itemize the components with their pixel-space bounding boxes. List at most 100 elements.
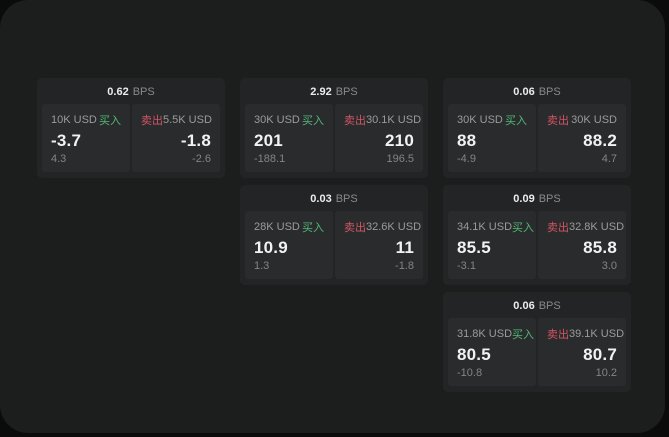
buy-price: 80.5: [457, 345, 491, 364]
quote-card: 0.09 BPS 34.1K USD 买入 85.5 -3.1 卖出 32.8K…: [443, 185, 631, 285]
buy-price: 88: [457, 131, 477, 150]
buy-panel-top: 30K USD 买入: [457, 112, 527, 128]
sell-tag: 卖出: [344, 222, 366, 234]
quote-cards-grid: 0.62 BPS 10K USD 买入 -3.7 4.3 卖出 5.5K USD…: [37, 78, 631, 392]
bps-value: 0.62: [107, 85, 129, 98]
sell-delta: 3.0: [601, 260, 617, 272]
bps-value: 0.03: [310, 192, 332, 205]
card-header: 0.06 BPS: [443, 292, 631, 316]
sell-tag: 卖出: [547, 115, 569, 127]
sell-price: -1.8: [180, 131, 211, 150]
sell-delta: 4.7: [601, 153, 617, 165]
quote-card: 0.62 BPS 10K USD 买入 -3.7 4.3 卖出 5.5K USD…: [37, 78, 225, 178]
sell-price: 80.7: [583, 345, 617, 364]
price-panels: 10K USD 买入 -3.7 4.3 卖出 5.5K USD -1.8 -2.…: [37, 102, 225, 178]
sell-price: 11: [395, 238, 414, 257]
sell-panel[interactable]: 卖出 32.6K USD 11 -1.8: [335, 211, 423, 279]
sell-tag: 卖出: [141, 115, 163, 127]
buy-panel-top: 31.8K USD 买入: [457, 326, 534, 342]
bps-unit: BPS: [538, 299, 561, 312]
price-panels: 28K USD 买入 10.9 1.3 卖出 32.6K USD 11 -1.8: [240, 209, 428, 285]
sell-panel-top: 卖出 39.1K USD: [547, 326, 624, 342]
buy-tag: 买入: [512, 222, 535, 234]
buy-amount-label: 28K USD: [254, 221, 300, 233]
sell-amount-label: 32.8K USD: [569, 221, 625, 233]
sell-amount-label: 39.1K USD: [569, 328, 625, 340]
buy-panel[interactable]: 30K USD 买入 201 -188.1: [245, 104, 333, 172]
quote-card: 0.03 BPS 28K USD 买入 10.9 1.3 卖出 32.6K US…: [240, 185, 428, 285]
price-panels: 30K USD 买入 201 -188.1 卖出 30.1K USD 210 1…: [240, 102, 428, 178]
buy-delta: -10.8: [457, 367, 483, 379]
sell-panel[interactable]: 卖出 32.8K USD 85.8 3.0: [538, 211, 626, 279]
price-panels: 31.8K USD 买入 80.5 -10.8 卖出 39.1K USD 80.…: [443, 316, 631, 392]
sell-panel[interactable]: 卖出 5.5K USD -1.8 -2.6: [132, 104, 220, 172]
quote-card: 2.92 BPS 30K USD 买入 201 -188.1 卖出 30.1K …: [240, 78, 428, 178]
buy-panel-top: 10K USD 买入: [51, 112, 121, 128]
bps-value: 0.09: [513, 192, 535, 205]
sell-panel-top: 卖出 5.5K USD: [141, 112, 212, 128]
buy-delta: 1.3: [254, 260, 270, 272]
sell-panel[interactable]: 卖出 30K USD 88.2 4.7: [538, 104, 626, 172]
buy-panel[interactable]: 30K USD 买入 88 -4.9: [448, 104, 536, 172]
buy-amount-label: 34.1K USD: [457, 221, 513, 233]
sell-panel-top: 卖出 30K USD: [547, 112, 617, 128]
buy-price: 85.5: [457, 238, 491, 257]
sell-panel-top: 卖出 32.6K USD: [344, 219, 421, 235]
card-header: 0.09 BPS: [443, 185, 631, 209]
bps-unit: BPS: [335, 192, 358, 205]
buy-amount-label: 30K USD: [457, 114, 503, 126]
buy-panel-top: 28K USD 买入: [254, 219, 324, 235]
sell-amount-label: 32.6K USD: [366, 221, 422, 233]
sell-tag: 卖出: [547, 329, 569, 341]
bps-value: 0.06: [513, 85, 535, 98]
buy-price: 201: [254, 131, 283, 150]
bps-unit: BPS: [335, 85, 358, 98]
quote-card: 0.06 BPS 30K USD 买入 88 -4.9 卖出 30K USD 8…: [443, 78, 631, 178]
sell-delta: 196.5: [386, 153, 414, 165]
quote-card: 0.06 BPS 31.8K USD 买入 80.5 -10.8 卖出 39.1…: [443, 292, 631, 392]
buy-panel-top: 30K USD 买入: [254, 112, 324, 128]
buy-tag: 买入: [302, 115, 324, 127]
buy-panel[interactable]: 31.8K USD 买入 80.5 -10.8: [448, 318, 536, 386]
sell-delta: -1.8: [395, 260, 414, 272]
card-header: 2.92 BPS: [240, 78, 428, 102]
buy-panel[interactable]: 10K USD 买入 -3.7 4.3: [42, 104, 130, 172]
bps-value: 2.92: [310, 85, 332, 98]
sell-panel[interactable]: 卖出 30.1K USD 210 196.5: [335, 104, 423, 172]
card-header: 0.03 BPS: [240, 185, 428, 209]
sell-delta: 10.2: [595, 367, 617, 379]
buy-tag: 买入: [302, 222, 324, 234]
card-header: 0.62 BPS: [37, 78, 225, 102]
sell-price: 210: [385, 131, 414, 150]
buy-tag: 买入: [512, 329, 535, 341]
sell-panel[interactable]: 卖出 39.1K USD 80.7 10.2: [538, 318, 626, 386]
bps-unit: BPS: [538, 85, 561, 98]
price-panels: 34.1K USD 买入 85.5 -3.1 卖出 32.8K USD 85.8…: [443, 209, 631, 285]
bps-unit: BPS: [538, 192, 561, 205]
price-panels: 30K USD 买入 88 -4.9 卖出 30K USD 88.2 4.7: [443, 102, 631, 178]
sell-tag: 卖出: [547, 222, 569, 234]
sell-price: 85.8: [583, 238, 617, 257]
buy-tag: 买入: [505, 115, 527, 127]
buy-panel[interactable]: 28K USD 买入 10.9 1.3: [245, 211, 333, 279]
buy-tag: 买入: [99, 115, 121, 127]
sell-panel-top: 卖出 30.1K USD: [344, 112, 421, 128]
buy-delta: -188.1: [254, 153, 286, 165]
buy-amount-label: 10K USD: [51, 114, 97, 126]
sell-tag: 卖出: [344, 115, 366, 127]
buy-amount-label: 31.8K USD: [457, 328, 513, 340]
sell-panel-top: 卖出 32.8K USD: [547, 219, 624, 235]
buy-panel[interactable]: 34.1K USD 买入 85.5 -3.1: [448, 211, 536, 279]
sell-amount-label: 30K USD: [571, 114, 617, 126]
card-header: 0.06 BPS: [443, 78, 631, 102]
buy-price: 10.9: [254, 238, 288, 257]
bps-value: 0.06: [513, 299, 535, 312]
bps-unit: BPS: [132, 85, 155, 98]
buy-delta: -3.1: [457, 260, 476, 272]
buy-delta: 4.3: [51, 153, 67, 165]
sell-delta: -2.6: [192, 153, 211, 165]
buy-delta: -4.9: [457, 153, 476, 165]
buy-price: -3.7: [51, 131, 82, 150]
sell-price: 88.2: [583, 131, 617, 150]
